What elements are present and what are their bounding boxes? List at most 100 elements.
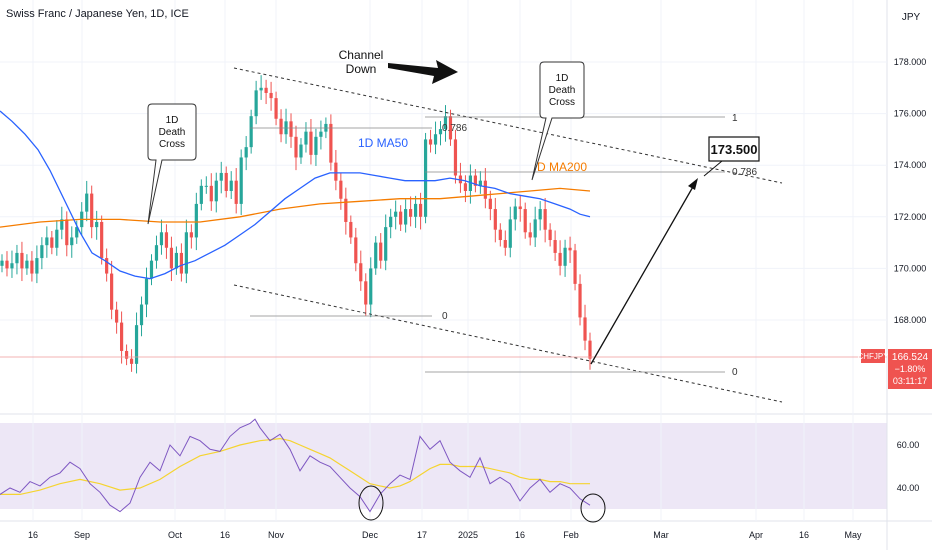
candle-body [543,209,547,230]
time-tick-label: 16 [515,530,525,540]
candle-body [508,219,512,248]
candle-body [0,260,4,266]
candle-body [5,260,9,269]
rsi-tick-label: 40.00 [897,483,920,493]
candle-body [463,183,468,191]
candle-body [553,240,557,253]
candle-body [115,309,119,323]
price-tick-label: 174.000 [894,160,927,170]
candle-body [453,139,458,176]
price-tick-label: 168.000 [894,315,927,325]
time-tick-label: 16 [220,530,230,540]
candle-body [139,304,144,326]
candle-body [304,131,308,145]
candle-body [159,232,164,246]
currency-label: JPY [902,12,921,23]
candle-body [105,258,109,274]
candle-body [493,209,497,230]
candle-body [548,229,552,241]
candle-body [438,129,443,135]
ma200-label: D MA200 [537,160,587,174]
rsi-line [0,418,591,513]
price-tag [888,349,932,389]
rsi-low-circle-feb [580,493,606,523]
candle-body [95,221,99,228]
candle-body [473,175,477,186]
time-tick-label: Nov [268,530,285,540]
candle-body [249,116,253,148]
candle-body [428,139,433,145]
death-cross-right-callout [531,61,585,181]
fib-0-right-label: 0 [732,367,738,378]
candle-body [314,136,318,155]
candle-body [15,252,19,264]
candle-body [448,116,453,140]
candle-body [269,92,273,99]
projection-arrow-line [590,184,695,365]
death-cross-left-callout [147,103,197,225]
channel-label-line2: Down [346,62,377,76]
time-tick-label: Sep [74,530,90,540]
symbol-tag [861,349,885,363]
rsi-tick-label: 60.00 [897,440,920,450]
candle-body [329,123,333,163]
time-tick-label: 17 [417,530,427,540]
candle-body [204,185,208,187]
candle-body [149,260,154,279]
candle-body [568,247,572,251]
candle-body [174,252,179,269]
candle-body [134,325,139,364]
candle-body [110,273,114,310]
price-tick-label: 178.000 [894,57,927,67]
candle-body [339,180,343,199]
price-tag-countdown: 03:11:17 [893,376,927,386]
candle-body [364,281,368,305]
candle-body [154,245,159,261]
candle-body [354,237,358,264]
candle-body [189,232,193,238]
candle-body [379,242,383,261]
ma50-line [0,110,591,280]
candle-body [55,229,59,248]
candle-body [124,350,129,359]
candle-body [20,252,24,269]
candle-body [25,260,29,269]
time-tick-label: May [844,530,862,540]
candle-body [209,185,213,202]
price-tick-label: 172.000 [894,212,927,222]
candle-body [409,209,413,217]
ma200-line [0,187,591,228]
candle-body [294,136,298,158]
candle-body [468,175,473,191]
candle-body [528,232,532,238]
candle-body [144,278,149,305]
price-tick-label: 176.000 [894,109,927,119]
candle-body [219,172,223,181]
time-tick-label: Apr [749,530,763,540]
candle-body [513,206,517,220]
candle-body [369,268,373,305]
candle-body [319,131,323,137]
candle-body [224,172,228,191]
candle-body [45,237,49,246]
candle-body [119,322,124,351]
candle-body [583,317,587,341]
candle-body [344,198,348,222]
candle-body [85,193,89,212]
target-label: 173.500 [711,142,758,157]
candle-body [129,358,134,364]
candle-body [433,134,438,145]
time-tick-label: 2025 [458,530,478,540]
candle-body [418,203,423,217]
time-tick-label: 16 [28,530,38,540]
time-tick-label: Dec [362,530,379,540]
candle-body [35,258,39,274]
candle-body [384,227,388,261]
candle-body [588,340,592,359]
fib-0786-right-label: 0.786 [732,167,757,178]
time-tick-label: 16 [799,530,809,540]
candle-body [60,219,64,230]
price-tag-change: −1.80% [895,364,926,374]
